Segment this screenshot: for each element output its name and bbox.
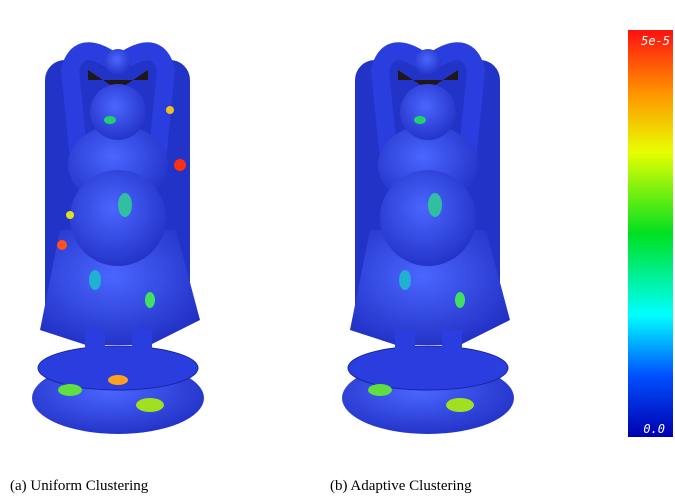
colorbar-min: 0.0 [643,422,665,436]
colorbar-max: 5e-5 [641,34,670,48]
caption: (b) Adaptive Clustering [330,478,472,494]
caption: (a) Uniform Clustering [10,478,149,494]
mesh-adaptive [342,49,514,434]
colorbar [628,30,673,437]
figure: 5e-5 0.0 (a) Uniform Clustering (b) Adap… [0,0,675,499]
